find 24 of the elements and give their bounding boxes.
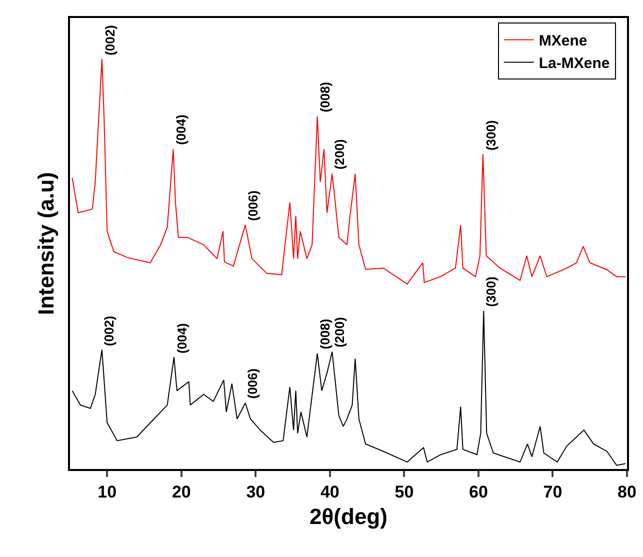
annotation: (004) bbox=[174, 114, 189, 145]
annotation: (004) bbox=[174, 323, 190, 354]
x-tick-label: 30 bbox=[246, 482, 266, 502]
annotation: (008) bbox=[317, 82, 332, 112]
annotation: (006) bbox=[246, 190, 261, 221]
x-tick-label: 50 bbox=[394, 482, 414, 502]
x-tick-label: 10 bbox=[98, 482, 117, 502]
x-axis-title: 2θ(deg) bbox=[310, 504, 388, 529]
annotation: (200) bbox=[332, 139, 347, 170]
x-tick-label: 70 bbox=[543, 482, 562, 502]
annotation: (200) bbox=[332, 317, 347, 348]
annotation: (008) bbox=[317, 318, 332, 350]
y-axis-title: Intensity (a.u) bbox=[33, 172, 58, 316]
annotation: (006) bbox=[244, 368, 260, 399]
annotation: (300) bbox=[483, 120, 498, 151]
annotation: (002) bbox=[102, 25, 118, 56]
annotation: (300) bbox=[483, 276, 498, 307]
x-tick-label: 60 bbox=[469, 482, 488, 502]
x-tick-label: 80 bbox=[618, 482, 636, 502]
legend-label: MXene bbox=[538, 32, 588, 50]
x-tick-label: 20 bbox=[172, 482, 191, 502]
x-tick-label: 40 bbox=[320, 482, 340, 502]
legend-label: La-MXene bbox=[538, 55, 610, 72]
annotation: (002) bbox=[102, 316, 117, 346]
